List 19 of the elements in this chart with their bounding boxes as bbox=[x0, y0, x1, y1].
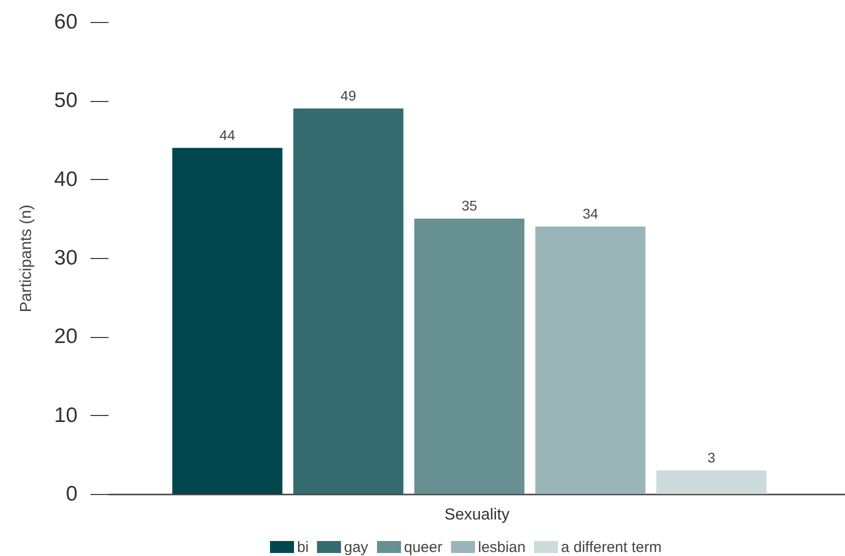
legend-label: a different term bbox=[561, 539, 662, 556]
legend-label: queer bbox=[404, 539, 442, 556]
data-label: 44 bbox=[220, 126, 236, 143]
y-tick-label: 60 bbox=[54, 10, 78, 34]
y-tick-label: 50 bbox=[54, 89, 78, 112]
x-axis-title: Sexuality bbox=[444, 506, 510, 524]
y-tick-label: 0 bbox=[66, 482, 78, 506]
legend-label: gay bbox=[344, 539, 369, 556]
data-label: 49 bbox=[340, 88, 356, 104]
y-tick-label: 40 bbox=[54, 168, 78, 191]
data-label: 3 bbox=[708, 449, 716, 466]
y-axis-title: Participants (n) bbox=[18, 204, 36, 312]
legend-label: lesbian bbox=[478, 539, 526, 556]
y-tick-label: 30 bbox=[54, 246, 78, 270]
legend-label: bi bbox=[297, 539, 309, 556]
data-label: 34 bbox=[582, 206, 598, 222]
y-tick-label: 10 bbox=[54, 404, 78, 427]
y-tick-label: 20 bbox=[54, 325, 78, 348]
data-label: 35 bbox=[462, 198, 478, 214]
